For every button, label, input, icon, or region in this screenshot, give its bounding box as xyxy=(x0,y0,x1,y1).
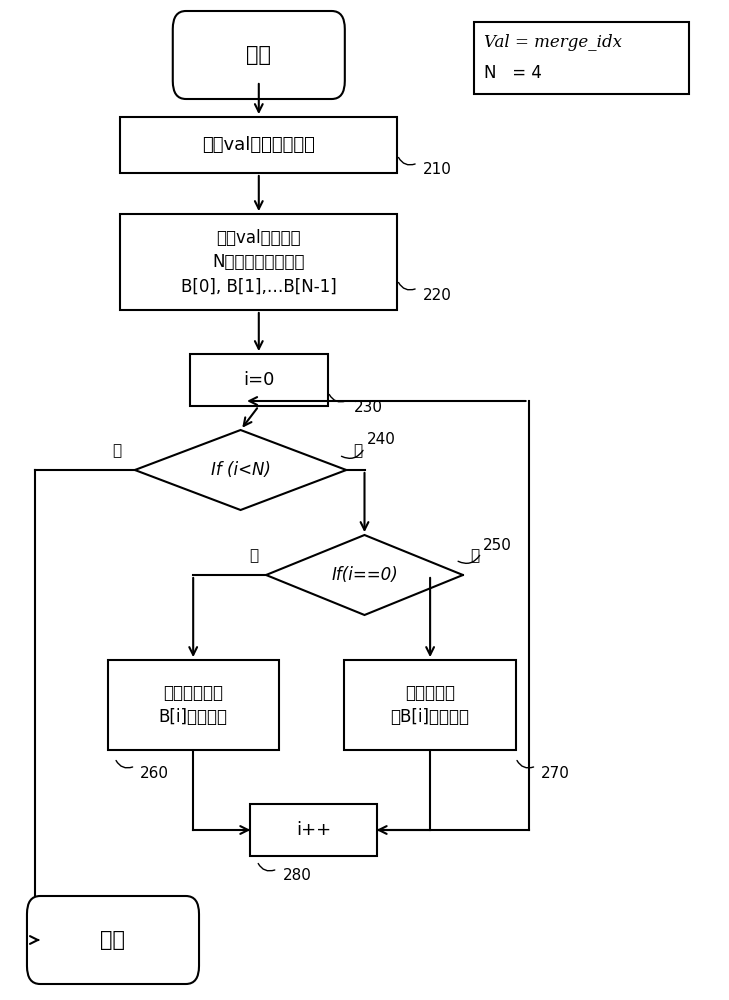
Text: 是: 是 xyxy=(354,443,363,458)
Text: 210: 210 xyxy=(423,162,452,178)
Bar xyxy=(120,117,397,173)
Text: 250: 250 xyxy=(483,538,512,552)
Text: 是: 是 xyxy=(249,548,259,563)
Text: 开始: 开始 xyxy=(246,45,271,65)
Text: 280: 280 xyxy=(283,868,311,884)
Text: Val = merge_idx: Val = merge_idx xyxy=(484,34,622,51)
Text: i++: i++ xyxy=(296,821,331,839)
Text: 否: 否 xyxy=(470,548,480,563)
Text: 230: 230 xyxy=(354,399,383,414)
Text: 变量val二値化为
N个二进制位以产生
B[0], B[1],…B[N-1]: 变量val二値化为 N个二进制位以产生 B[0], B[1],…B[N-1] xyxy=(181,229,337,295)
Text: 变量val接受语法元素: 变量val接受语法元素 xyxy=(203,136,315,154)
Text: 270: 270 xyxy=(541,766,570,780)
Bar xyxy=(108,660,278,750)
FancyBboxPatch shape xyxy=(173,11,345,99)
Text: If (i<N): If (i<N) xyxy=(211,461,270,479)
Text: N   = 4: N = 4 xyxy=(484,64,542,82)
Bar xyxy=(190,354,328,406)
Text: i=0: i=0 xyxy=(243,371,275,389)
Text: If(i==0): If(i==0) xyxy=(331,566,398,584)
Text: 以旁路方法
对B[i]进行编码: 以旁路方法 对B[i]进行编码 xyxy=(391,684,469,726)
Text: 否: 否 xyxy=(112,443,121,458)
Text: 260: 260 xyxy=(140,766,169,780)
Bar xyxy=(120,214,397,310)
FancyBboxPatch shape xyxy=(27,896,199,984)
Text: 240: 240 xyxy=(367,432,396,448)
Text: 结束: 结束 xyxy=(101,930,125,950)
Bar xyxy=(474,22,689,94)
Bar xyxy=(344,660,516,750)
Text: 220: 220 xyxy=(423,288,452,302)
Polygon shape xyxy=(266,535,463,615)
Bar xyxy=(249,804,378,856)
Polygon shape xyxy=(135,430,346,510)
Text: 使用上下文对
B[i]进行编码: 使用上下文对 B[i]进行编码 xyxy=(159,684,227,726)
